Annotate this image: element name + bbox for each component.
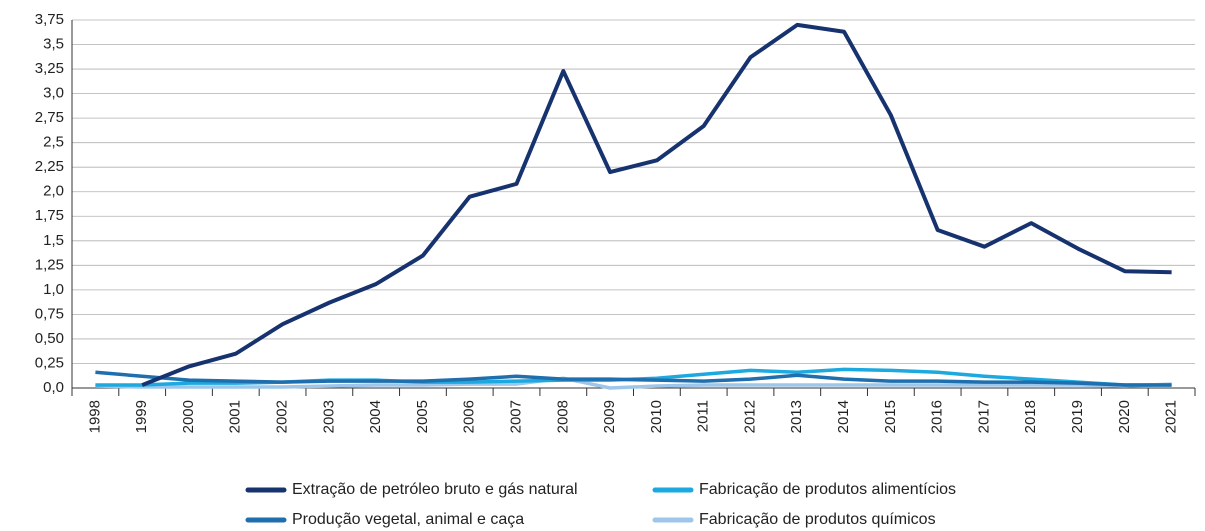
x-tick-label: 2013: [788, 400, 805, 433]
x-tick-label: 2014: [835, 400, 852, 433]
x-tick-label: 2010: [648, 400, 665, 433]
series-line: [95, 376, 1172, 390]
x-tick-label: 2002: [274, 400, 291, 433]
x-tick-label: 2000: [180, 400, 197, 433]
legend-label: Produção vegetal, animal e caça: [292, 511, 524, 528]
x-tick-label: 2019: [1069, 400, 1086, 433]
y-tick-label: 3,5: [43, 36, 64, 53]
y-tick-label: 1,5: [43, 232, 64, 249]
y-tick-label: 0,0: [43, 379, 64, 396]
legend-label: Fabricação de produtos alimentícios: [699, 481, 956, 498]
y-tick-label: 2,5: [43, 134, 64, 151]
y-tick-label: 3,0: [43, 85, 64, 102]
series-line: [141, 22, 1172, 387]
x-tick-label: 2003: [320, 400, 337, 433]
x-tick-label: 2004: [367, 400, 384, 433]
x-tick-label: 2011: [695, 400, 712, 432]
y-tick-label: 3,75: [35, 11, 64, 28]
y-tick-label: 0,50: [35, 330, 64, 347]
x-tick-label: 2017: [975, 400, 992, 433]
y-tick-label: 1,75: [35, 207, 64, 224]
y-tick-label: 2,25: [35, 158, 64, 175]
series-line: [95, 370, 1172, 387]
legend-label: Extração de petróleo bruto e gás natural: [292, 481, 578, 498]
x-tick-label: 2020: [1116, 400, 1133, 433]
y-tick-label: 2,0: [43, 183, 64, 200]
y-tick-label: 0,25: [35, 354, 64, 371]
x-tick-label: 2016: [929, 400, 946, 433]
x-tick-label: 2006: [461, 400, 478, 433]
x-tick-label: 2001: [227, 400, 244, 433]
x-tick-label: 2018: [1022, 400, 1039, 433]
y-tick-label: 2,75: [35, 109, 64, 126]
y-tick-label: 1,25: [35, 256, 64, 273]
x-tick-label: 1998: [86, 400, 103, 433]
x-tick-label: 2015: [882, 400, 899, 433]
legend-label: Fabricação de produtos químicos: [699, 511, 936, 528]
y-tick-label: 0,75: [35, 305, 64, 322]
y-tick-label: 1,0: [43, 281, 64, 298]
x-tick-label: 1999: [133, 400, 150, 433]
x-tick-label: 2007: [507, 400, 524, 433]
x-tick-label: 2009: [601, 400, 618, 433]
y-tick-label: 3,25: [35, 60, 64, 77]
x-tick-label: 2021: [1163, 400, 1180, 433]
x-tick-label: 2005: [414, 400, 431, 433]
x-tick-label: 2008: [554, 400, 571, 433]
x-tick-label: 2012: [741, 400, 758, 433]
